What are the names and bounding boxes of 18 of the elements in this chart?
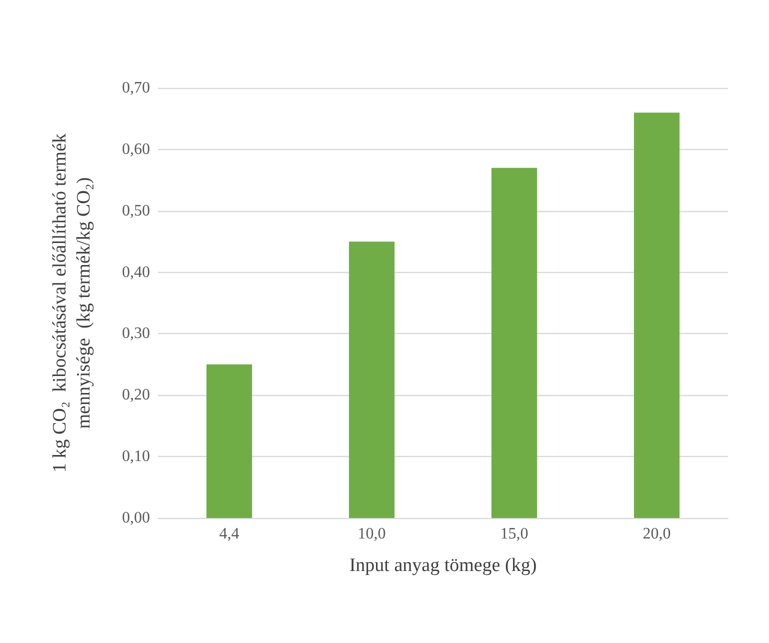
y-tick-label: 0,60: [122, 140, 150, 158]
y-tick-label: 0,70: [122, 80, 150, 96]
y-tick-label: 0,00: [122, 510, 150, 526]
y-tick-label: 0,40: [122, 264, 150, 281]
y-tick-label: 0,10: [122, 448, 150, 466]
x-tick-label: 15,0: [500, 526, 528, 542]
bar: [634, 112, 680, 518]
x-tick-label: 10,0: [358, 526, 386, 542]
bar: [491, 168, 538, 518]
x-axis-title: Input anyag tömege (kg): [349, 555, 537, 576]
y-tick-label: 0,30: [122, 325, 150, 342]
y-tick-label: 0,50: [122, 202, 150, 220]
y-axis-title: 1 kg CO₂ kibocsátásával előállítható termék mennyisége (kg termék/kg CO₂): [50, 132, 94, 473]
y-tick-label: 0,20: [122, 386, 150, 404]
x-tick-label: 4,4: [219, 526, 240, 542]
x-tick-label: 20,0: [642, 526, 671, 542]
bar: [206, 364, 252, 518]
bar: [348, 242, 395, 518]
